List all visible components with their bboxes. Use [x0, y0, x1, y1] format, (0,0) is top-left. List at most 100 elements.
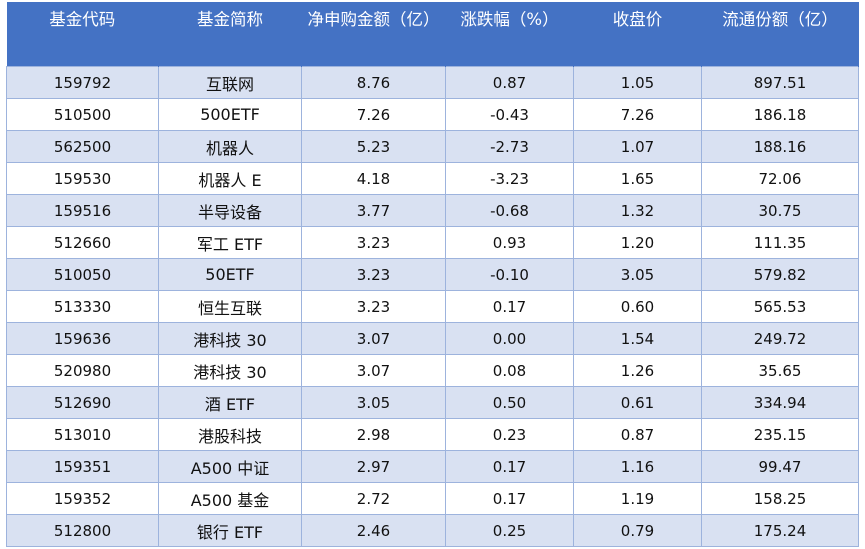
cell-close-price: 7.26 — [573, 98, 702, 131]
cell-circulating-shares: 235.15 — [701, 418, 859, 451]
table-row: 512660 军工 ETF 3.23 0.93 1.20 111.35 — [6, 226, 859, 259]
cell-fund-name: 500ETF — [158, 98, 302, 131]
cell-change-pct: 0.17 — [445, 482, 574, 515]
cell-fund-code: 562500 — [6, 130, 159, 163]
cell-circulating-shares: 188.16 — [701, 130, 859, 163]
cell-fund-name: 机器人 — [158, 130, 302, 163]
cell-circulating-shares: 897.51 — [701, 66, 859, 99]
cell-close-price: 3.05 — [573, 258, 702, 291]
cell-fund-code: 513330 — [6, 290, 159, 323]
cell-fund-name: 港科技 30 — [158, 354, 302, 387]
cell-net-subscription: 3.05 — [301, 386, 446, 419]
table-row: 520980 港科技 30 3.07 0.08 1.26 35.65 — [6, 354, 859, 387]
cell-net-subscription: 2.98 — [301, 418, 446, 451]
cell-fund-name: 互联网 — [158, 66, 302, 99]
cell-fund-code: 159352 — [6, 482, 159, 515]
cell-change-pct: 0.17 — [445, 450, 574, 483]
cell-circulating-shares: 249.72 — [701, 322, 859, 355]
cell-net-subscription: 7.26 — [301, 98, 446, 131]
header-close-price: 收盘价 — [573, 2, 702, 67]
cell-net-subscription: 2.72 — [301, 482, 446, 515]
table-row: 159530 机器人 E 4.18 -3.23 1.65 72.06 — [6, 162, 859, 195]
cell-change-pct: 0.25 — [445, 514, 574, 547]
table-row: 562500 机器人 5.23 -2.73 1.07 188.16 — [6, 130, 859, 163]
cell-circulating-shares: 111.35 — [701, 226, 859, 259]
header-fund-name: 基金简称 — [158, 2, 302, 67]
cell-fund-name: 机器人 E — [158, 162, 302, 195]
table-row: 159636 港科技 30 3.07 0.00 1.54 249.72 — [6, 322, 859, 355]
cell-net-subscription: 5.23 — [301, 130, 446, 163]
table-row: 159351 A500 中证 2.97 0.17 1.16 99.47 — [6, 450, 859, 483]
cell-circulating-shares: 565.53 — [701, 290, 859, 323]
cell-circulating-shares: 186.18 — [701, 98, 859, 131]
fund-table-container: 基金代码 基金简称 净申购金额（亿） 涨跌幅（%） 收盘价 流通份额（亿） 15… — [6, 2, 859, 547]
cell-net-subscription: 2.46 — [301, 514, 446, 547]
cell-fund-name: A500 中证 — [158, 450, 302, 483]
cell-change-pct: -0.68 — [445, 194, 574, 227]
cell-circulating-shares: 30.75 — [701, 194, 859, 227]
cell-change-pct: -0.10 — [445, 258, 574, 291]
cell-net-subscription: 3.23 — [301, 258, 446, 291]
cell-change-pct: 0.17 — [445, 290, 574, 323]
header-fund-code: 基金代码 — [6, 2, 159, 67]
cell-fund-code: 159516 — [6, 194, 159, 227]
cell-fund-code: 512660 — [6, 226, 159, 259]
cell-net-subscription: 8.76 — [301, 66, 446, 99]
table-row: 510500 500ETF 7.26 -0.43 7.26 186.18 — [6, 98, 859, 131]
cell-fund-name: 恒生互联 — [158, 290, 302, 323]
cell-circulating-shares: 99.47 — [701, 450, 859, 483]
cell-net-subscription: 3.07 — [301, 354, 446, 387]
cell-close-price: 0.87 — [573, 418, 702, 451]
table-row: 512800 银行 ETF 2.46 0.25 0.79 175.24 — [6, 514, 859, 547]
cell-circulating-shares: 175.24 — [701, 514, 859, 547]
cell-change-pct: -2.73 — [445, 130, 574, 163]
cell-fund-code: 513010 — [6, 418, 159, 451]
cell-change-pct: 0.08 — [445, 354, 574, 387]
table-row: 510050 50ETF 3.23 -0.10 3.05 579.82 — [6, 258, 859, 291]
cell-close-price: 1.26 — [573, 354, 702, 387]
header-row: 基金代码 基金简称 净申购金额（亿） 涨跌幅（%） 收盘价 流通份额（亿） — [6, 2, 859, 67]
cell-circulating-shares: 334.94 — [701, 386, 859, 419]
cell-net-subscription: 3.07 — [301, 322, 446, 355]
header-circulating-shares: 流通份额（亿） — [701, 2, 859, 67]
table-row: 513330 恒生互联 3.23 0.17 0.60 565.53 — [6, 290, 859, 323]
cell-change-pct: -3.23 — [445, 162, 574, 195]
cell-fund-code: 159636 — [6, 322, 159, 355]
cell-circulating-shares: 35.65 — [701, 354, 859, 387]
cell-change-pct: 0.23 — [445, 418, 574, 451]
cell-fund-code: 512800 — [6, 514, 159, 547]
cell-close-price: 1.20 — [573, 226, 702, 259]
cell-close-price: 1.05 — [573, 66, 702, 99]
table-row: 512690 酒 ETF 3.05 0.50 0.61 334.94 — [6, 386, 859, 419]
cell-change-pct: 0.00 — [445, 322, 574, 355]
cell-change-pct: 0.93 — [445, 226, 574, 259]
cell-close-price: 1.07 — [573, 130, 702, 163]
table-row: 159792 互联网 8.76 0.87 1.05 897.51 — [6, 66, 859, 99]
cell-net-subscription: 3.23 — [301, 226, 446, 259]
cell-close-price: 0.60 — [573, 290, 702, 323]
cell-fund-name: 港科技 30 — [158, 322, 302, 355]
cell-fund-name: 军工 ETF — [158, 226, 302, 259]
cell-close-price: 0.61 — [573, 386, 702, 419]
cell-fund-name: A500 基金 — [158, 482, 302, 515]
table-header: 基金代码 基金简称 净申购金额（亿） 涨跌幅（%） 收盘价 流通份额（亿） — [6, 2, 859, 67]
cell-close-price: 1.32 — [573, 194, 702, 227]
table-row: 513010 港股科技 2.98 0.23 0.87 235.15 — [6, 418, 859, 451]
cell-net-subscription: 3.77 — [301, 194, 446, 227]
cell-fund-code: 159530 — [6, 162, 159, 195]
cell-fund-name: 半导设备 — [158, 194, 302, 227]
cell-fund-code: 510500 — [6, 98, 159, 131]
cell-circulating-shares: 158.25 — [701, 482, 859, 515]
cell-close-price: 1.16 — [573, 450, 702, 483]
cell-change-pct: 0.50 — [445, 386, 574, 419]
cell-net-subscription: 3.23 — [301, 290, 446, 323]
cell-fund-name: 银行 ETF — [158, 514, 302, 547]
cell-fund-name: 港股科技 — [158, 418, 302, 451]
cell-fund-code: 159792 — [6, 66, 159, 99]
cell-fund-name: 酒 ETF — [158, 386, 302, 419]
cell-fund-code: 510050 — [6, 258, 159, 291]
cell-fund-name: 50ETF — [158, 258, 302, 291]
fund-flow-table: 基金代码 基金简称 净申购金额（亿） 涨跌幅（%） 收盘价 流通份额（亿） 15… — [6, 2, 859, 547]
cell-close-price: 1.54 — [573, 322, 702, 355]
cell-change-pct: -0.43 — [445, 98, 574, 131]
